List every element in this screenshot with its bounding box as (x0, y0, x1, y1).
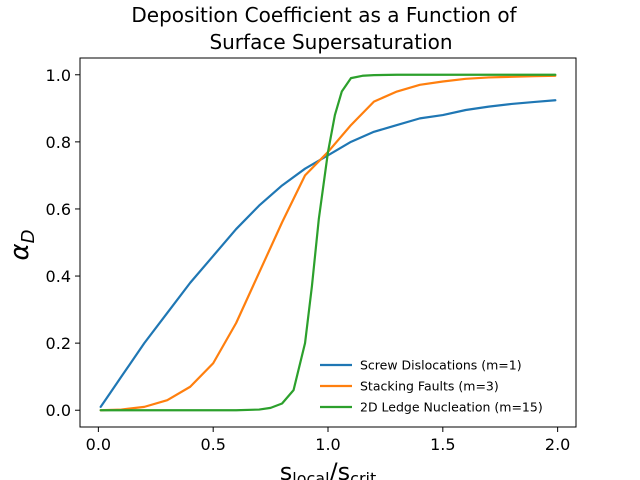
y-axis-label-group: αD (5, 229, 39, 260)
legend-label-3: 2D Ledge Nucleation (m=15) (360, 400, 543, 415)
x-label-sub-local: local (292, 469, 329, 480)
x-axis-label: slocal/scrit (280, 458, 377, 480)
x-label-sub-crit: crit (350, 469, 376, 480)
legend-label-2: Stacking Faults (m=3) (360, 379, 499, 394)
y-tick-label: 1.0 (46, 66, 71, 85)
series-line-1 (99, 99, 557, 408)
y-axis: 0.0 0.2 0.4 0.6 0.8 1.0 (46, 66, 80, 420)
x-tick-label: 2.0 (545, 435, 570, 454)
x-tick-label: 1.5 (430, 435, 455, 454)
y-tick-label: 0.8 (46, 133, 71, 152)
x-axis: 0.0 0.5 1.0 1.5 2.0 (86, 427, 570, 454)
chart-title-line-1: Deposition Coefficient as a Function of (131, 3, 517, 27)
y-tick-label: 0.4 (46, 267, 71, 286)
legend: Screw Dislocations (m=1) Stacking Faults … (320, 358, 543, 415)
x-label-base: s (280, 458, 293, 480)
x-tick-label: 0.0 (86, 435, 111, 454)
x-tick-label: 0.5 (200, 435, 225, 454)
x-label-slash: / (330, 458, 339, 480)
y-label-sub: D (18, 229, 39, 243)
x-label-base-2: s (338, 458, 351, 480)
x-tick-label: 1.0 (315, 435, 340, 454)
y-tick-label: 0.2 (46, 334, 71, 353)
series-line-3 (99, 73, 557, 412)
y-tick-label: 0.6 (46, 200, 71, 219)
y-axis-label: αD (5, 229, 39, 260)
chart-title-line-2: Surface Supersaturation (209, 30, 452, 54)
plot-lines (99, 73, 557, 412)
y-tick-label: 0.0 (46, 401, 71, 420)
y-label-base: α (5, 243, 35, 260)
legend-label-1: Screw Dislocations (m=1) (360, 358, 522, 373)
